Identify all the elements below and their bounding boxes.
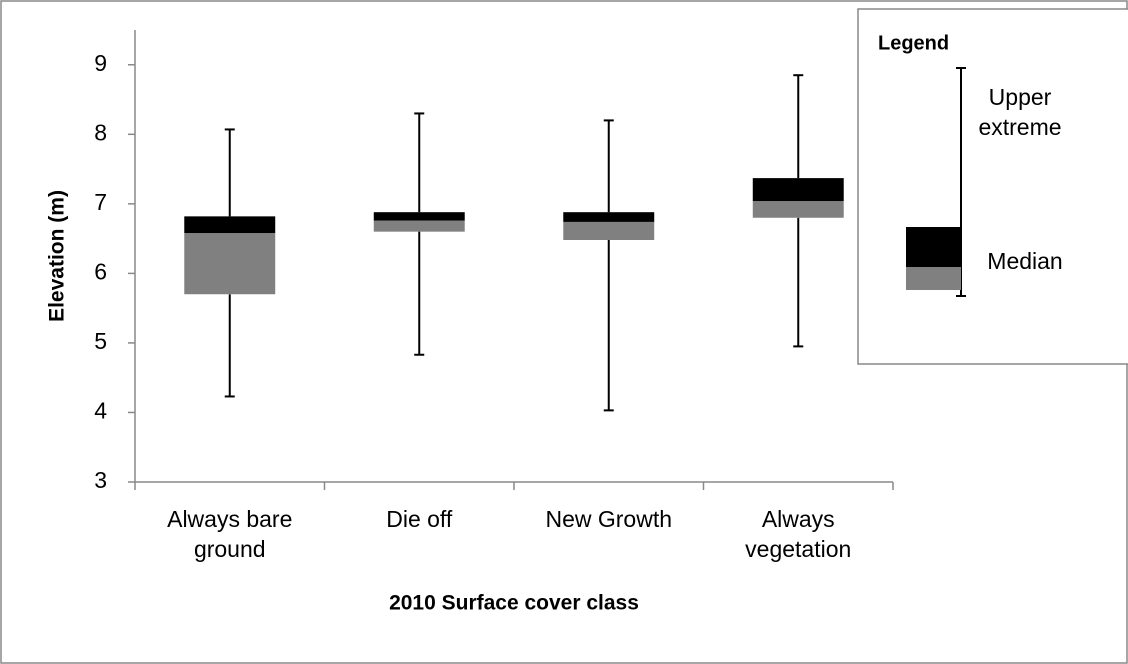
- lower-box: [184, 233, 276, 295]
- x-tick-label: Always bare ground: [167, 506, 293, 562]
- x-axis-title: 2010 Surface cover class: [389, 592, 639, 615]
- upper-box: [563, 212, 655, 222]
- legend-title: Legend: [878, 32, 949, 54]
- upper-box: [752, 178, 844, 202]
- upper-box: [373, 212, 465, 221]
- y-tick-label: 9: [94, 50, 107, 76]
- x-tick-label: New Growth: [545, 506, 673, 532]
- upper-box: [184, 216, 276, 234]
- lower-box: [373, 220, 465, 232]
- lower-box: [752, 201, 844, 218]
- y-tick-label: 8: [94, 119, 107, 145]
- y-tick-label: 4: [94, 398, 107, 424]
- legend-lower-box: [906, 267, 961, 290]
- legend-label: Upper extreme: [978, 84, 1062, 140]
- y-tick-label: 3: [94, 467, 107, 493]
- legend-upper-box: [906, 227, 961, 267]
- y-tick-label: 6: [94, 258, 107, 284]
- y-tick-label: 5: [94, 328, 107, 354]
- x-tick-label: Die off: [386, 506, 453, 532]
- legend-box: [857, 8, 1128, 365]
- legend-label: Median: [987, 248, 1063, 274]
- lower-box: [563, 221, 655, 241]
- y-tick-label: 7: [94, 189, 107, 215]
- y-axis-title: Elevation (m): [46, 190, 69, 322]
- x-tick-label: Always vegetation: [745, 506, 852, 562]
